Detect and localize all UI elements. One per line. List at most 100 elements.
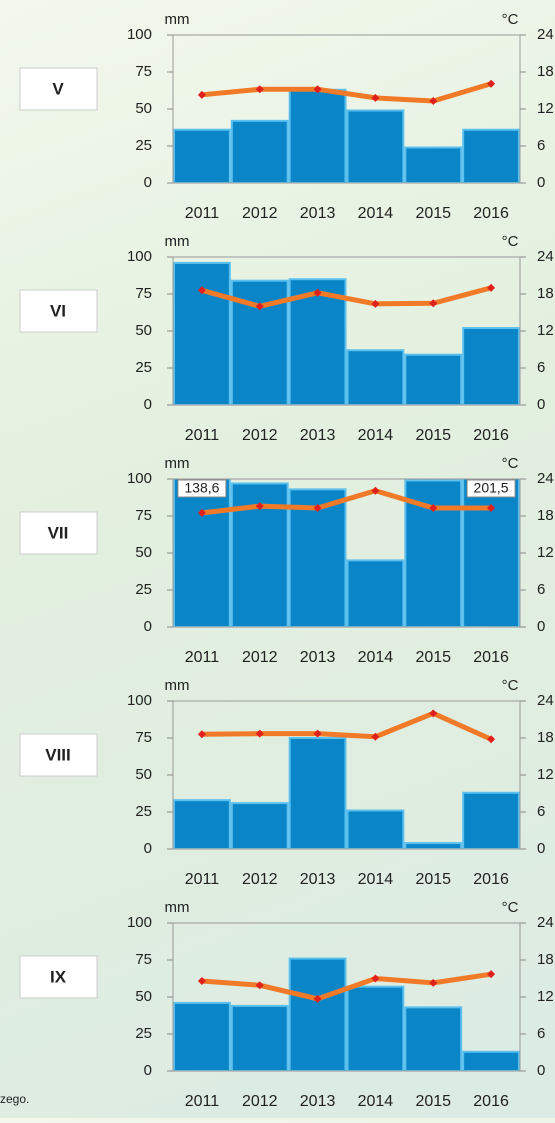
y2-axis-label: °C xyxy=(502,455,519,472)
y-tick-label: 0 xyxy=(144,174,152,191)
y-tick-label: 0 xyxy=(144,618,152,635)
line xyxy=(202,84,491,101)
x-tick-label: 2011 xyxy=(185,205,220,222)
y2-axis-label: °C xyxy=(502,899,519,916)
y2-tick-label: 12 xyxy=(537,100,554,117)
y2-tick-label: 12 xyxy=(537,322,554,339)
marker xyxy=(198,91,206,99)
y-tick-label: 25 xyxy=(135,359,152,376)
marker xyxy=(314,730,322,738)
y2-tick-label: 12 xyxy=(537,988,554,1005)
y-tick-label: 50 xyxy=(135,544,152,561)
month-label: IX xyxy=(50,967,67,986)
x-tick-label: 2013 xyxy=(300,1093,336,1110)
bar xyxy=(232,1006,288,1071)
x-tick-label: 2014 xyxy=(358,1093,394,1110)
bars xyxy=(174,738,519,849)
month-label: VI xyxy=(50,301,66,320)
y2-tick-label: 0 xyxy=(537,1062,545,1079)
y2-tick-label: 12 xyxy=(537,544,554,561)
bar xyxy=(348,110,404,183)
y-tick-label: 75 xyxy=(135,285,152,302)
x-tick-label: 2015 xyxy=(415,205,451,222)
bar xyxy=(463,793,519,849)
y2-tick-label: 6 xyxy=(537,581,545,598)
y2-tick-label: 6 xyxy=(537,137,545,154)
marker xyxy=(256,730,264,738)
page: {"footnote": "zego.", "chart_data": [ {"… xyxy=(0,0,555,1118)
x-tick-label: 2012 xyxy=(242,649,278,666)
x-tick-label: 2012 xyxy=(242,205,278,222)
y-axis-label: mm xyxy=(165,899,190,916)
y2-tick-label: 0 xyxy=(537,840,545,857)
marker xyxy=(256,85,264,93)
x-tick-label: 2012 xyxy=(242,871,278,888)
bar xyxy=(232,121,288,183)
y2-tick-label: 12 xyxy=(537,766,554,783)
y-tick-label: 50 xyxy=(135,100,152,117)
value-label: 201,5 xyxy=(474,480,509,496)
y-axis-label: mm xyxy=(165,11,190,28)
y-tick-label: 50 xyxy=(135,988,152,1005)
x-tick-label: 2015 xyxy=(415,427,451,444)
x-tick-label: 2015 xyxy=(415,1093,451,1110)
y2-tick-label: 24 xyxy=(537,692,554,709)
y-tick-label: 25 xyxy=(135,1025,152,1042)
bar xyxy=(348,811,404,849)
y-axis-label: mm xyxy=(165,455,190,472)
month-label: V xyxy=(52,79,64,98)
month-label: VII xyxy=(48,523,69,542)
y2-axis-label: °C xyxy=(502,677,519,694)
x-tick-label: 2012 xyxy=(242,427,278,444)
bar xyxy=(290,738,346,849)
y-tick-label: 50 xyxy=(135,766,152,783)
y2-tick-label: 0 xyxy=(537,618,545,635)
y2-tick-label: 18 xyxy=(537,63,554,80)
bar xyxy=(405,147,461,183)
y2-tick-label: 6 xyxy=(537,803,545,820)
x-tick-label: 2016 xyxy=(473,205,509,222)
y-axis-label: mm xyxy=(165,677,190,694)
y-tick-label: 100 xyxy=(127,470,152,487)
x-tick-label: 2014 xyxy=(358,871,394,888)
bar xyxy=(463,1052,519,1071)
x-tick-label: 2016 xyxy=(473,427,509,444)
x-tick-label: 2013 xyxy=(300,871,336,888)
y2-tick-label: 6 xyxy=(537,359,545,376)
x-tick-label: 2011 xyxy=(185,649,220,666)
footnote: zego. xyxy=(0,1092,29,1106)
y-axis-label: mm xyxy=(165,233,190,250)
x-tick-label: 2014 xyxy=(358,427,394,444)
y2-tick-label: 18 xyxy=(537,285,554,302)
bars xyxy=(174,263,519,405)
y2-tick-label: 24 xyxy=(537,914,554,931)
bar xyxy=(232,803,288,849)
x-tick-label: 2013 xyxy=(300,649,336,666)
marker xyxy=(198,977,206,985)
month-label: VIII xyxy=(45,745,71,764)
y2-axis-label: °C xyxy=(502,233,519,250)
x-tick-label: 2013 xyxy=(300,205,336,222)
line xyxy=(202,713,491,739)
y-tick-label: 100 xyxy=(127,248,152,265)
bar xyxy=(290,959,346,1071)
y-tick-label: 25 xyxy=(135,137,152,154)
x-tick-label: 2011 xyxy=(185,1093,220,1110)
x-tick-label: 2016 xyxy=(473,1093,509,1110)
bar xyxy=(290,90,346,183)
y2-tick-label: 18 xyxy=(537,951,554,968)
y2-axis-label: °C xyxy=(502,11,519,28)
y2-tick-label: 6 xyxy=(537,1025,545,1042)
y-tick-label: 75 xyxy=(135,507,152,524)
y2-tick-label: 24 xyxy=(537,470,554,487)
y2-tick-label: 18 xyxy=(537,507,554,524)
x-tick-label: 2016 xyxy=(473,871,509,888)
x-tick-label: 2012 xyxy=(242,1093,278,1110)
bar xyxy=(174,800,230,849)
x-tick-label: 2014 xyxy=(358,205,394,222)
bar xyxy=(405,1007,461,1071)
x-tick-label: 2016 xyxy=(473,649,509,666)
y-tick-label: 25 xyxy=(135,581,152,598)
